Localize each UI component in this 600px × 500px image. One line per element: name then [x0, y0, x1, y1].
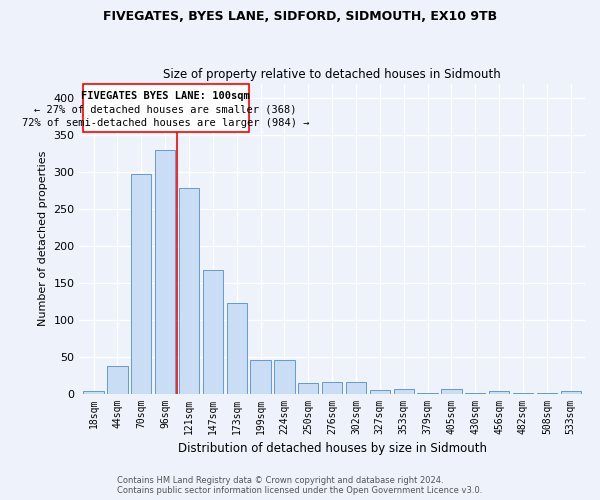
Bar	[83, 84, 248, 132]
Bar	[83, 390, 104, 394]
Text: ← 27% of detached houses are smaller (368): ← 27% of detached houses are smaller (36…	[34, 105, 297, 115]
Bar	[489, 390, 509, 394]
Text: FIVEGATES, BYES LANE, SIDFORD, SIDMOUTH, EX10 9TB: FIVEGATES, BYES LANE, SIDFORD, SIDMOUTH,…	[103, 10, 497, 23]
Bar	[536, 393, 557, 394]
Bar	[465, 393, 485, 394]
Bar	[179, 188, 199, 394]
Bar	[370, 390, 390, 394]
Bar	[107, 366, 128, 394]
Bar	[441, 389, 461, 394]
Text: FIVEGATES BYES LANE: 100sqm: FIVEGATES BYES LANE: 100sqm	[82, 90, 250, 101]
Bar	[227, 303, 247, 394]
Bar	[513, 393, 533, 394]
Bar	[131, 174, 151, 394]
Bar	[298, 383, 319, 394]
Bar	[418, 393, 437, 394]
Y-axis label: Number of detached properties: Number of detached properties	[38, 151, 47, 326]
Bar	[322, 382, 342, 394]
X-axis label: Distribution of detached houses by size in Sidmouth: Distribution of detached houses by size …	[178, 442, 487, 455]
Bar	[250, 360, 271, 394]
Title: Size of property relative to detached houses in Sidmouth: Size of property relative to detached ho…	[163, 68, 501, 81]
Bar	[203, 270, 223, 394]
Bar	[346, 382, 366, 394]
Bar	[560, 392, 581, 394]
Text: Contains HM Land Registry data © Crown copyright and database right 2024.
Contai: Contains HM Land Registry data © Crown c…	[118, 476, 482, 495]
Bar	[394, 389, 414, 394]
Text: 72% of semi-detached houses are larger (984) →: 72% of semi-detached houses are larger (…	[22, 118, 310, 128]
Bar	[155, 150, 175, 394]
Bar	[274, 360, 295, 394]
